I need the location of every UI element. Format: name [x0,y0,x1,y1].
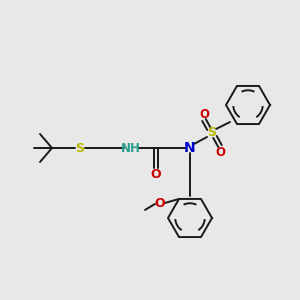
Text: O: O [199,107,209,121]
Text: N: N [184,141,196,155]
Text: S: S [76,142,85,154]
Text: O: O [215,146,225,158]
Text: S: S [208,127,217,140]
Text: O: O [155,197,165,210]
Text: O: O [151,167,161,181]
Text: NH: NH [121,142,141,154]
